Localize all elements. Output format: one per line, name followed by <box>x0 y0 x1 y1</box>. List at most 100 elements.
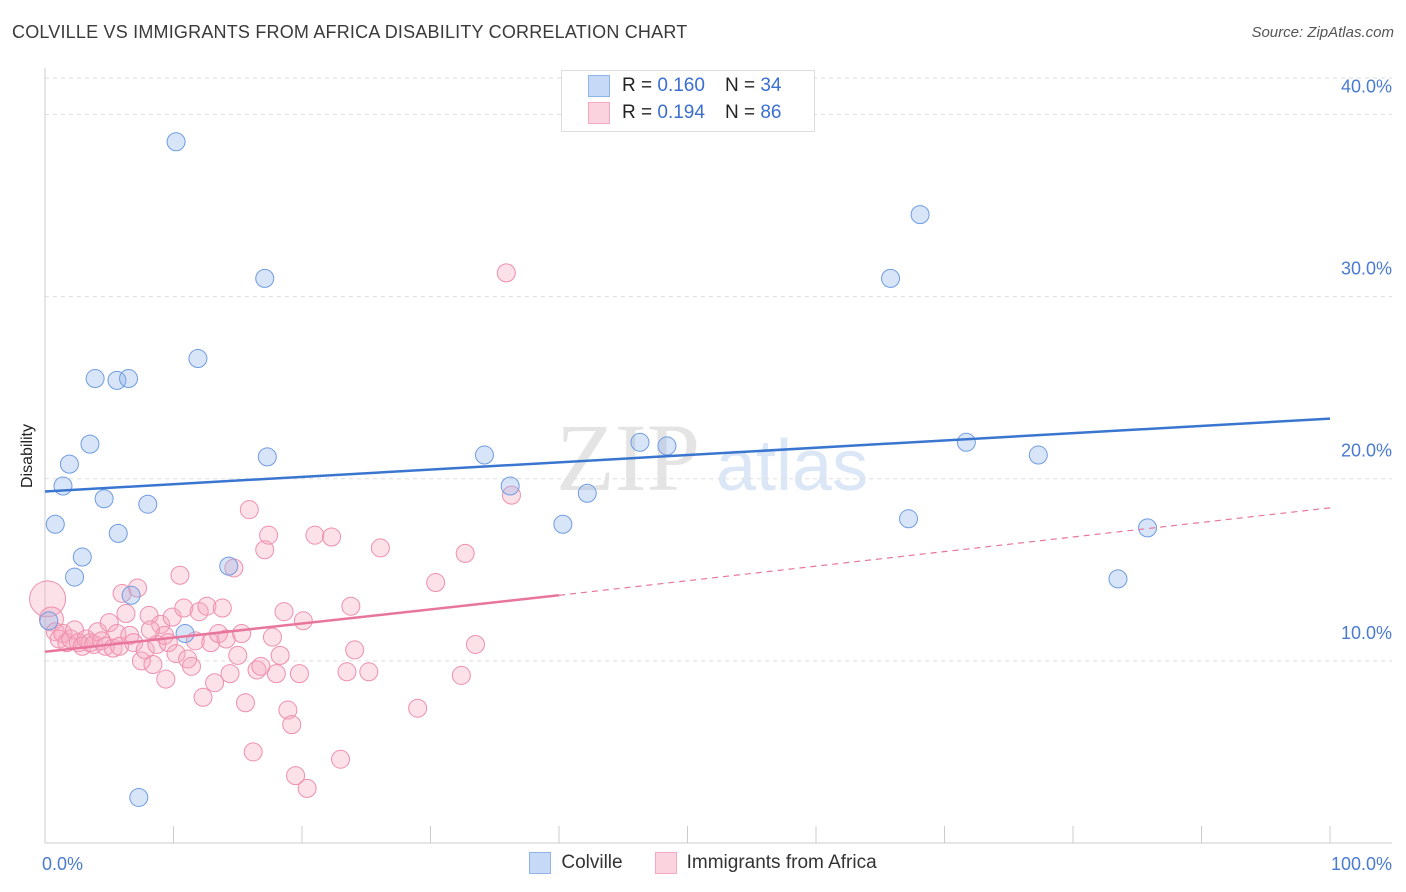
africa-point <box>297 778 317 798</box>
colville-point <box>500 476 520 496</box>
legend-n-value: 86 <box>760 102 782 123</box>
colville-point <box>474 445 494 465</box>
colville-trend-line <box>44 417 1331 493</box>
colville-point <box>94 489 114 509</box>
africa-point <box>359 662 379 682</box>
africa-point <box>293 611 313 631</box>
africa-point <box>228 645 248 665</box>
africa-point <box>166 644 186 664</box>
colville-point <box>1028 445 1048 465</box>
colville-point <box>1108 569 1128 589</box>
africa-point <box>465 634 485 654</box>
africa-point <box>370 538 390 558</box>
bottom-legend-africa: Immigrants from Africa <box>654 852 877 874</box>
colville-point <box>80 434 100 454</box>
colville-point <box>138 494 158 514</box>
legend-n-label: N = <box>724 75 756 96</box>
bottom-legend-swatch-africa <box>654 852 677 874</box>
africa-point <box>322 527 342 547</box>
africa-point <box>235 693 255 713</box>
axes <box>44 68 1392 844</box>
legend-n-value: 34 <box>760 75 782 96</box>
africa-point <box>220 664 240 684</box>
africa-point <box>239 500 259 520</box>
legend-n-label: N = <box>724 102 756 123</box>
colville-point <box>119 369 139 389</box>
africa-point <box>131 651 151 671</box>
bottom-legend-swatch-colville <box>529 852 552 874</box>
colville-point <box>630 432 650 452</box>
legend-r-label: R = <box>622 75 653 96</box>
legend-swatch-colville <box>588 75 610 97</box>
bottom-legend-colville: Colville <box>529 852 623 874</box>
bottom-legend-label: Colville <box>561 852 623 873</box>
colville-point <box>65 567 85 587</box>
africa-point <box>455 543 475 563</box>
bottom-legend: Colville Immigrants from Africa <box>0 852 1406 874</box>
x-tick-label: 0.0% <box>42 854 83 874</box>
colville-point <box>910 205 930 225</box>
pink-points <box>29 263 521 798</box>
y-tick-label: 20.0% <box>1341 441 1392 461</box>
y-tick-label: 30.0% <box>1341 259 1392 279</box>
tick-labels: 10.0% 20.0% 30.0% 40.0% 0.0% 100.0% <box>42 76 1392 874</box>
africa-point <box>143 655 163 674</box>
legend-r-value: 0.160 <box>657 75 705 96</box>
africa-point <box>270 645 290 665</box>
africa-point <box>156 669 176 689</box>
africa-point <box>232 624 252 644</box>
colville-point <box>956 432 976 452</box>
legend: R = 0.160 N = 34 R = 0.194 N = 86 <box>561 70 815 132</box>
legend-r-label: R = <box>622 102 653 123</box>
africa-point <box>99 613 119 633</box>
africa-point <box>289 664 309 684</box>
watermark: ZIP atlas <box>556 404 868 511</box>
africa-point <box>305 525 325 545</box>
africa-point <box>282 715 302 735</box>
africa-point <box>174 598 194 618</box>
colville-point <box>59 454 79 474</box>
africa-point <box>255 540 275 560</box>
africa-point <box>451 665 471 685</box>
colville-point <box>188 349 208 368</box>
colville-point <box>553 514 573 534</box>
colville-point <box>257 447 277 467</box>
africa-point <box>151 614 171 634</box>
colville-point <box>108 523 128 543</box>
africa-point <box>286 766 306 786</box>
africa-point <box>331 749 351 769</box>
africa-point <box>259 525 279 545</box>
colville-point <box>39 611 59 631</box>
africa-point <box>128 578 148 598</box>
colville-point <box>657 436 677 456</box>
africa-point <box>193 687 213 707</box>
grid <box>45 77 1392 662</box>
blue-points <box>39 132 1158 807</box>
legend-swatch-africa <box>588 102 610 124</box>
africa-point <box>116 604 136 623</box>
africa-point <box>247 660 267 680</box>
africa-point <box>140 620 160 640</box>
africa-point <box>170 565 190 585</box>
africa-point <box>181 656 201 676</box>
colville-point <box>219 556 239 576</box>
legend-row-africa: R = 0.194 N = 86 <box>588 102 781 124</box>
africa-point <box>205 673 225 693</box>
africa-point <box>408 698 428 718</box>
source-label: Source: ZipAtlas.com <box>1251 24 1394 41</box>
africa-point <box>266 664 286 684</box>
y-tick-label: 40.0% <box>1341 76 1392 96</box>
africa-trend-extension <box>558 507 1331 596</box>
africa-point <box>216 629 236 649</box>
colville-point <box>85 369 105 389</box>
colville-point <box>1138 518 1158 538</box>
trend-lines <box>44 417 1331 653</box>
africa-point <box>345 640 365 660</box>
chart-title: COLVILLE VS IMMIGRANTS FROM AFRICA DISAB… <box>12 22 688 42</box>
africa-point <box>251 656 271 676</box>
africa-point <box>243 742 263 762</box>
colville-point <box>121 585 141 605</box>
colville-point <box>166 132 186 152</box>
watermark-atlas: atlas <box>716 426 868 506</box>
